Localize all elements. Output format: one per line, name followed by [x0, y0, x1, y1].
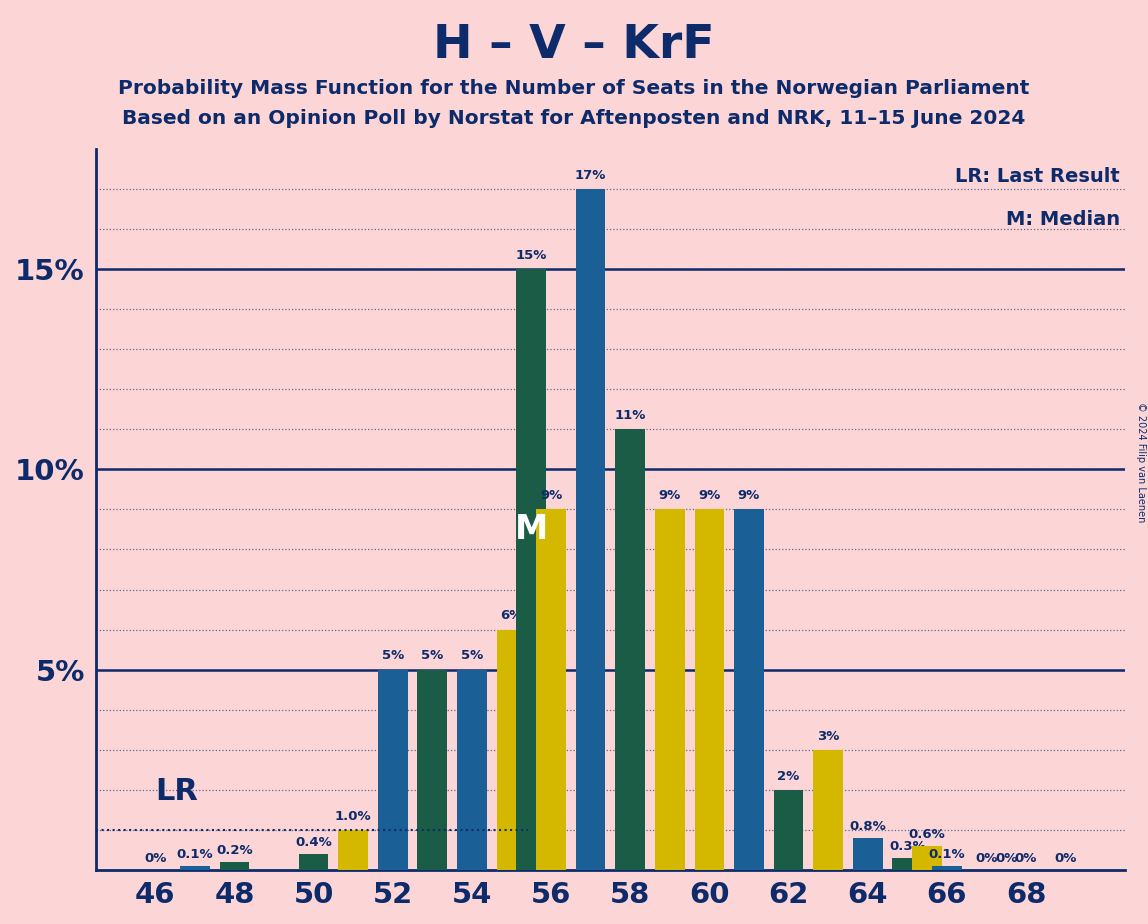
Text: 0.6%: 0.6% — [909, 828, 946, 841]
Bar — [774, 790, 804, 869]
Bar — [853, 838, 883, 869]
Bar — [378, 670, 408, 869]
Text: 9%: 9% — [738, 489, 760, 503]
Text: 11%: 11% — [614, 409, 646, 422]
Text: 9%: 9% — [540, 489, 563, 503]
Text: 0.1%: 0.1% — [929, 848, 965, 861]
Text: H – V – KrF: H – V – KrF — [433, 23, 715, 68]
Text: 0%: 0% — [995, 852, 1017, 865]
Text: 0%: 0% — [1054, 852, 1077, 865]
Bar — [517, 269, 546, 869]
Bar — [298, 854, 328, 869]
Bar — [734, 509, 763, 869]
Text: 3%: 3% — [817, 730, 839, 743]
Bar — [813, 749, 843, 869]
Text: 17%: 17% — [575, 169, 606, 182]
Text: 2%: 2% — [777, 770, 800, 783]
Text: 5%: 5% — [421, 650, 443, 663]
Text: 0.3%: 0.3% — [889, 840, 925, 853]
Text: Probability Mass Function for the Number of Seats in the Norwegian Parliament: Probability Mass Function for the Number… — [118, 79, 1030, 98]
Bar — [418, 670, 447, 869]
Bar — [180, 866, 210, 869]
Text: 0.1%: 0.1% — [177, 848, 214, 861]
Bar — [536, 509, 566, 869]
Text: 0.2%: 0.2% — [216, 844, 253, 857]
Text: LR: Last Result: LR: Last Result — [955, 167, 1119, 186]
Bar — [219, 862, 249, 869]
Text: 0.4%: 0.4% — [295, 836, 332, 849]
Text: 0%: 0% — [1015, 852, 1037, 865]
Text: 1.0%: 1.0% — [335, 809, 372, 822]
Text: LR: LR — [155, 777, 199, 806]
Text: 5%: 5% — [381, 650, 404, 663]
Bar — [339, 830, 369, 869]
Text: 0%: 0% — [976, 852, 998, 865]
Text: M: M — [514, 513, 548, 546]
Bar — [913, 845, 941, 869]
Text: 9%: 9% — [698, 489, 721, 503]
Text: 9%: 9% — [659, 489, 681, 503]
Bar — [615, 430, 645, 869]
Bar — [656, 509, 684, 869]
Text: © 2024 Filip van Laenen: © 2024 Filip van Laenen — [1135, 402, 1146, 522]
Text: 0%: 0% — [144, 852, 166, 865]
Bar — [695, 509, 724, 869]
Text: Based on an Opinion Poll by Norstat for Aftenposten and NRK, 11–15 June 2024: Based on an Opinion Poll by Norstat for … — [123, 109, 1025, 128]
Bar — [457, 670, 487, 869]
Text: 5%: 5% — [460, 650, 483, 663]
Bar — [576, 189, 605, 869]
Bar — [892, 857, 922, 869]
Text: 15%: 15% — [515, 249, 546, 261]
Text: M: Median: M: Median — [1006, 211, 1119, 229]
Text: 0.8%: 0.8% — [850, 820, 886, 833]
Bar — [932, 866, 962, 869]
Bar — [497, 629, 526, 869]
Text: 6%: 6% — [501, 609, 522, 623]
